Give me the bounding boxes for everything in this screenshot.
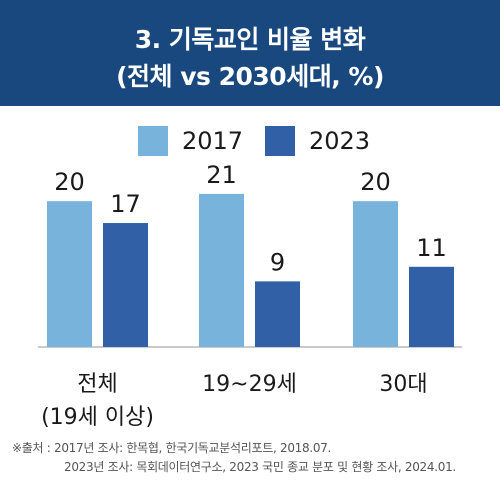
legend-label-2017: 2017 xyxy=(182,127,244,155)
chart-header: 3. 기독교인 비율 변화 (전체 vs 2030세대, %) xyxy=(0,0,500,106)
legend-label-2023: 2023 xyxy=(309,127,371,155)
source-line-1: ※출처 : 2017년 조사: 한목협, 한국기독교분석리포트, 2018.07… xyxy=(12,441,332,455)
category-label-2: 30대 xyxy=(324,368,484,401)
legend-item-2023: 2023 xyxy=(265,123,370,159)
legend-item-2017: 2017 xyxy=(138,123,243,159)
legend-swatch-2017 xyxy=(138,126,168,156)
bar-2017-1 xyxy=(199,193,244,347)
category-label-0-line-1: (19세 이상) xyxy=(41,405,154,430)
value-label-2017-2: 20 xyxy=(360,168,391,196)
chart-title: 3. 기독교인 비율 변화 xyxy=(134,25,366,54)
value-label-2023-2: 11 xyxy=(416,234,447,262)
value-label-2017-1: 21 xyxy=(206,161,237,189)
category-label-1: 19~29세 xyxy=(170,368,330,401)
value-label-2017-0: 20 xyxy=(54,168,85,196)
category-label-2-line-0: 30대 xyxy=(379,372,428,397)
category-label-1-line-0: 19~29세 xyxy=(202,372,297,397)
bar-2017-0 xyxy=(47,201,92,347)
value-label-2023-0: 17 xyxy=(110,190,141,218)
chart-subtitle: (전체 vs 2030세대, %) xyxy=(116,62,384,91)
bar-2017-2 xyxy=(353,201,398,347)
bar-2023-0 xyxy=(103,223,148,347)
source-note: ※출처 : 2017년 조사: 한목협, 한국기독교분석리포트, 2018.07… xyxy=(12,439,456,477)
legend-swatch-2023 xyxy=(265,126,295,156)
value-label-2023-1: 9 xyxy=(270,248,285,276)
bar-2023-1 xyxy=(255,281,300,347)
category-label-0: 전체 (19세 이상) xyxy=(18,368,178,434)
category-label-0-line-0: 전체 xyxy=(77,372,118,397)
bar-2023-2 xyxy=(409,266,454,347)
source-line-2: 2023년 조사: 목회데이터연구소, 2023 국민 종교 분포 및 현황 조… xyxy=(64,460,456,474)
chart-legend: 2017 2023 xyxy=(0,123,500,159)
